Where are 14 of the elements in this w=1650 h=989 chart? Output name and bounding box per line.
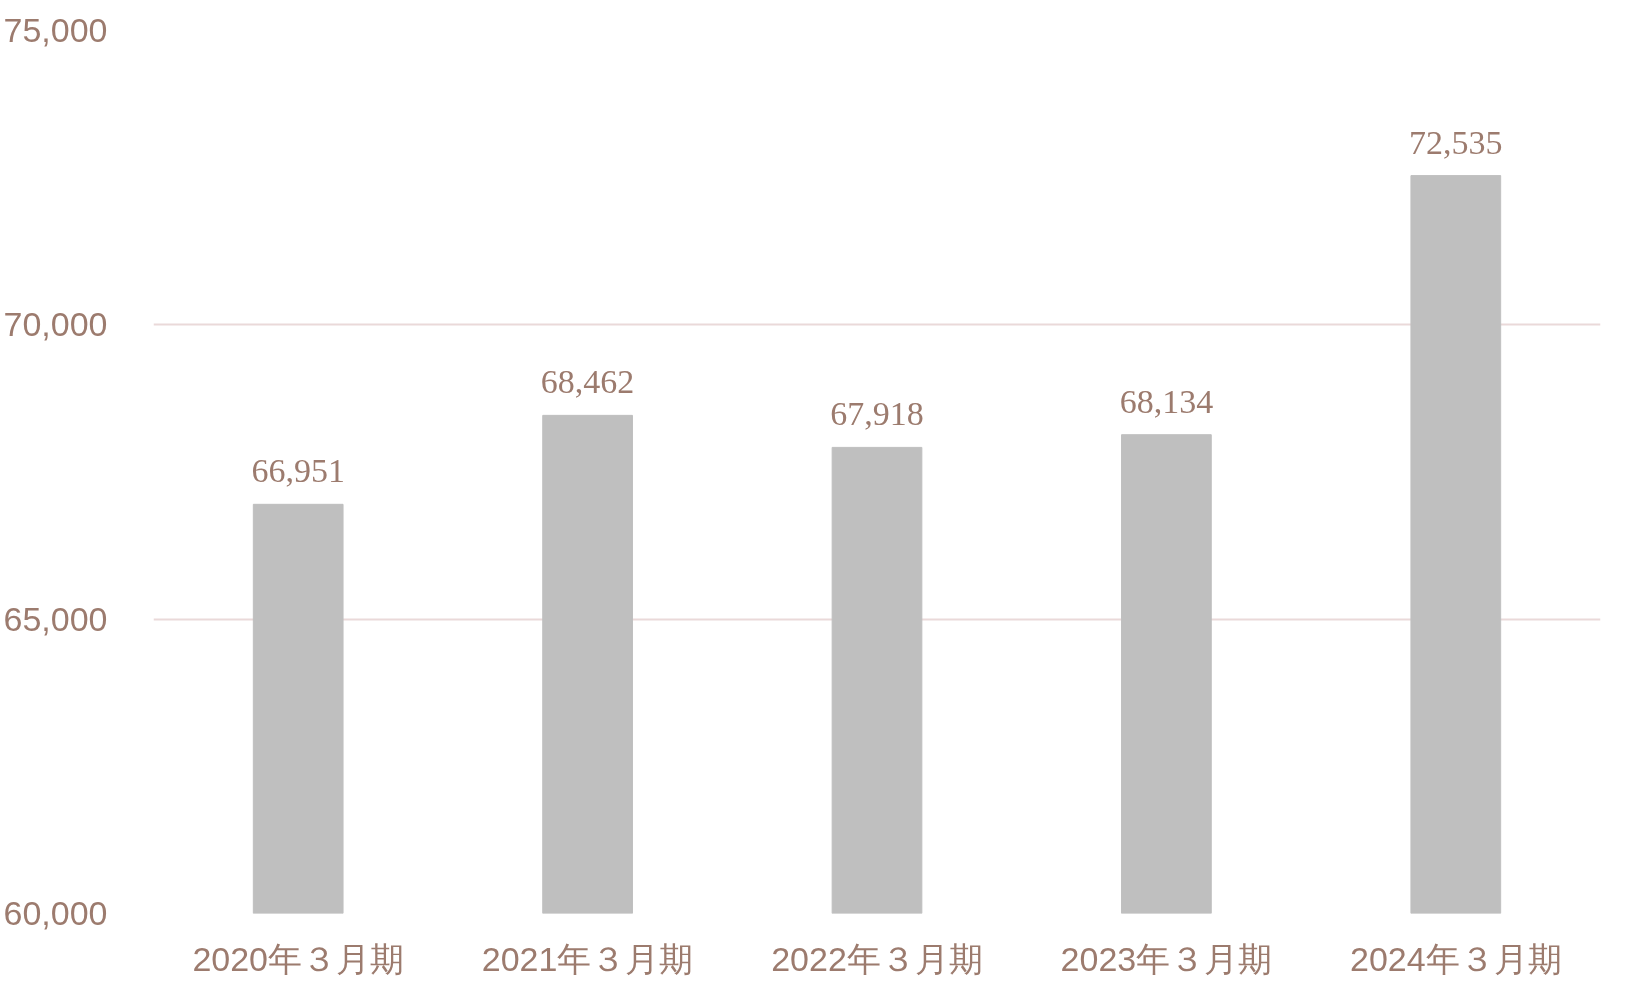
- x-tick-label: 2022年３月期: [771, 939, 983, 978]
- y-tick-label: 70,000: [3, 305, 108, 344]
- y-tick-label: 60,000: [3, 894, 108, 932]
- data-label: 67,918: [830, 395, 924, 433]
- data-label: 66,951: [251, 452, 345, 490]
- data-label: 72,535: [1409, 123, 1503, 161]
- x-tick-label: 2021年３月期: [481, 939, 694, 978]
- data-label: 68,462: [540, 363, 635, 401]
- x-tick-label: 2023年３月期: [1060, 939, 1273, 978]
- x-tick-label: 2020年３月期: [192, 939, 405, 978]
- y-tick-label: 75,000: [3, 11, 108, 49]
- x-tick-label: 2024年３月期: [1349, 939, 1562, 978]
- y-tick-label: 65,000: [3, 599, 108, 638]
- data-label: 68,134: [1119, 382, 1214, 420]
